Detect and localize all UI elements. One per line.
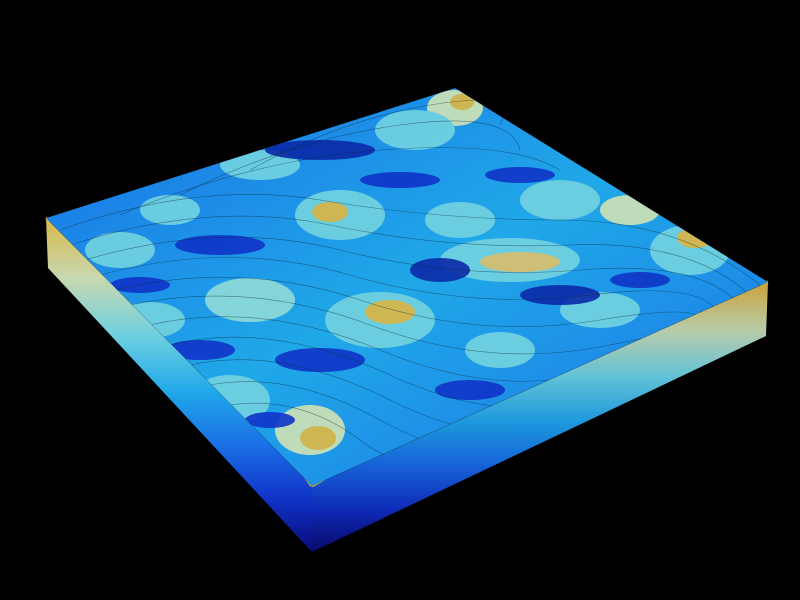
terrain-side-right	[312, 282, 768, 552]
terrain-side-left	[46, 218, 312, 552]
terrain-valleys	[110, 140, 670, 428]
terrain-top-outline	[45, 87, 769, 487]
